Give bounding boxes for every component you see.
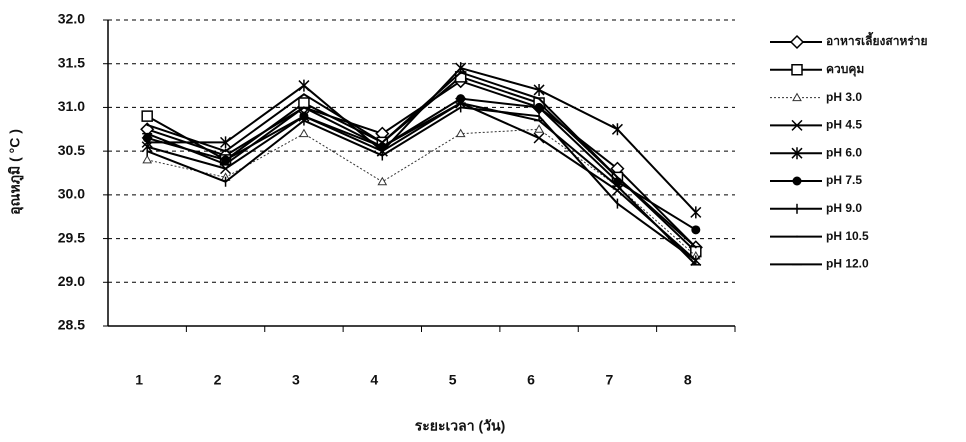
marker <box>791 147 803 160</box>
legend-label: pH 9.0 <box>826 201 862 215</box>
point <box>302 93 305 96</box>
legend-label: pH 4.5 <box>826 118 862 132</box>
marker <box>141 110 153 122</box>
marker <box>377 176 388 186</box>
marker <box>298 97 310 109</box>
series-line <box>146 97 697 231</box>
x-axis-title: ระยะเวลา (วัน) <box>415 418 506 434</box>
legend-label: อาหารเลี้ยงสาหร่าย <box>826 31 928 48</box>
y-tick-label: 29.5 <box>58 229 85 245</box>
x-tick-label: 1 <box>135 372 143 388</box>
legend-label: pH 3.0 <box>826 90 862 104</box>
marker <box>533 132 545 144</box>
x-tick-label: 3 <box>292 372 300 388</box>
point <box>146 123 149 126</box>
y-tick-label: 31.0 <box>58 98 85 114</box>
x-tick-label: 7 <box>606 372 614 388</box>
y-tick-label: 30.5 <box>58 142 85 158</box>
marker <box>611 123 623 136</box>
marker <box>455 128 466 138</box>
y-tick-label: 31.5 <box>58 54 85 70</box>
point <box>796 235 798 238</box>
point <box>459 71 462 74</box>
marker <box>299 128 309 138</box>
marker <box>298 79 310 92</box>
marker <box>791 119 803 131</box>
marker <box>690 206 702 219</box>
y-axis-title: อุณหภูมิ ( °C ) <box>7 129 24 215</box>
series-line <box>146 106 697 262</box>
marker <box>220 136 232 149</box>
marker <box>792 176 802 186</box>
series-line <box>147 66 697 214</box>
x-tick-label: 4 <box>370 372 378 388</box>
marker <box>533 83 545 96</box>
y-tick-label: 28.5 <box>58 317 85 333</box>
legend-label: ควบคุม <box>826 62 864 77</box>
series-line <box>146 71 697 249</box>
legend-label: pH 12.0 <box>826 257 869 271</box>
marker <box>791 64 803 76</box>
marker <box>220 163 232 175</box>
series-line <box>146 101 697 266</box>
y-tick-label: 30.0 <box>58 186 85 202</box>
series-line <box>146 101 697 262</box>
legend-label: pH 10.5 <box>826 229 869 243</box>
x-tick-label: 5 <box>449 372 457 388</box>
point <box>616 176 619 179</box>
y-tick-label: 29.0 <box>58 273 85 289</box>
point <box>694 246 697 249</box>
point <box>538 97 541 100</box>
marker <box>792 92 802 102</box>
legend-label: pH 6.0 <box>826 145 862 159</box>
x-tick-label: 6 <box>527 372 535 388</box>
y-tick-label: 32.0 <box>58 11 85 27</box>
marker <box>534 124 544 133</box>
marker <box>142 154 153 164</box>
x-tick-label: 2 <box>214 372 222 388</box>
series-line <box>147 128 697 257</box>
x-tick-label: 8 <box>684 372 692 388</box>
marker <box>611 184 623 197</box>
point <box>224 150 227 153</box>
marker <box>456 94 466 104</box>
marker <box>534 102 544 112</box>
legend-label: pH 7.5 <box>826 173 862 187</box>
marker <box>691 225 701 235</box>
marker <box>142 133 152 143</box>
point <box>381 141 384 144</box>
marker <box>789 34 805 50</box>
